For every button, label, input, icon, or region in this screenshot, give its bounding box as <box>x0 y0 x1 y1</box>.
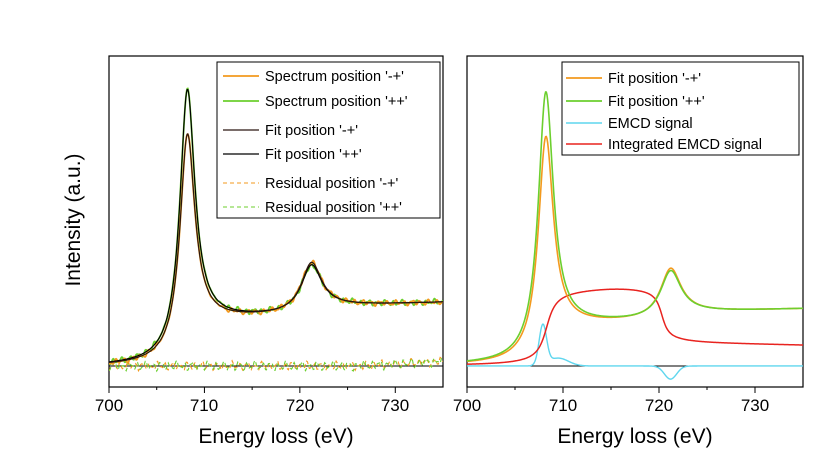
right-plot-frame <box>466 55 804 388</box>
right-legend: Fit position '-+' Fit position '++' EMCD… <box>561 61 800 156</box>
left-plot-frame <box>108 55 444 388</box>
right-x-axis-label: Energy loss (eV) <box>557 425 712 448</box>
left-xtick-710: 710 <box>190 396 218 415</box>
left-xtick-730: 730 <box>381 396 409 415</box>
legend-label-emcd-signal: EMCD signal <box>608 116 693 132</box>
series-right-fit-plus-plus <box>467 91 803 362</box>
legend-label-spectrum-minus-plus: Spectrum position '-+' <box>265 69 404 85</box>
legend-label-residual-plus-plus: Residual position '++' <box>265 200 402 216</box>
series-residual-plus-plus <box>109 355 443 373</box>
series-fit-minus-plus <box>109 133 443 364</box>
right-xtick-710: 710 <box>549 396 577 415</box>
legend-label-fit-minus-plus: Fit position '-+' <box>265 123 358 139</box>
right-xtick-730: 730 <box>741 396 769 415</box>
left-xtick-720: 720 <box>286 396 314 415</box>
left-xtick-700: 700 <box>95 396 123 415</box>
y-axis-label: Intensity (a.u.) <box>62 153 85 286</box>
right-curves <box>467 91 803 380</box>
left-x-axis-label: Energy loss (eV) <box>198 425 353 448</box>
series-residual-minus-plus <box>109 356 443 373</box>
right-panel: 700 710 720 730 Energy loss (eV) Fit pos… <box>453 55 804 448</box>
left-curves <box>109 87 443 373</box>
series-emcd-signal <box>467 323 803 380</box>
legend-label-integrated-emcd-signal: Integrated EMCD signal <box>608 137 762 153</box>
legend-label-spectrum-plus-plus: Spectrum position '++' <box>265 94 408 110</box>
right-x-ticks <box>466 387 756 393</box>
legend-label-right-fit-minus-plus: Fit position '-+' <box>608 71 701 87</box>
series-integrated-emcd-signal <box>467 288 803 365</box>
left-legend: Spectrum position '-+' Spectrum position… <box>216 61 441 219</box>
left-panel: 700 710 720 730 Energy loss (eV) Intensi… <box>62 55 444 448</box>
legend-label-right-fit-plus-plus: Fit position '++' <box>608 94 705 110</box>
series-right-fit-minus-plus <box>467 135 803 363</box>
left-legend-box <box>216 61 441 219</box>
right-xtick-720: 720 <box>645 396 673 415</box>
legend-label-fit-plus-plus: Fit position '++' <box>265 147 362 163</box>
legend-label-residual-minus-plus: Residual position '-+' <box>265 176 399 192</box>
left-x-ticks <box>108 387 396 393</box>
right-xtick-700: 700 <box>453 396 481 415</box>
